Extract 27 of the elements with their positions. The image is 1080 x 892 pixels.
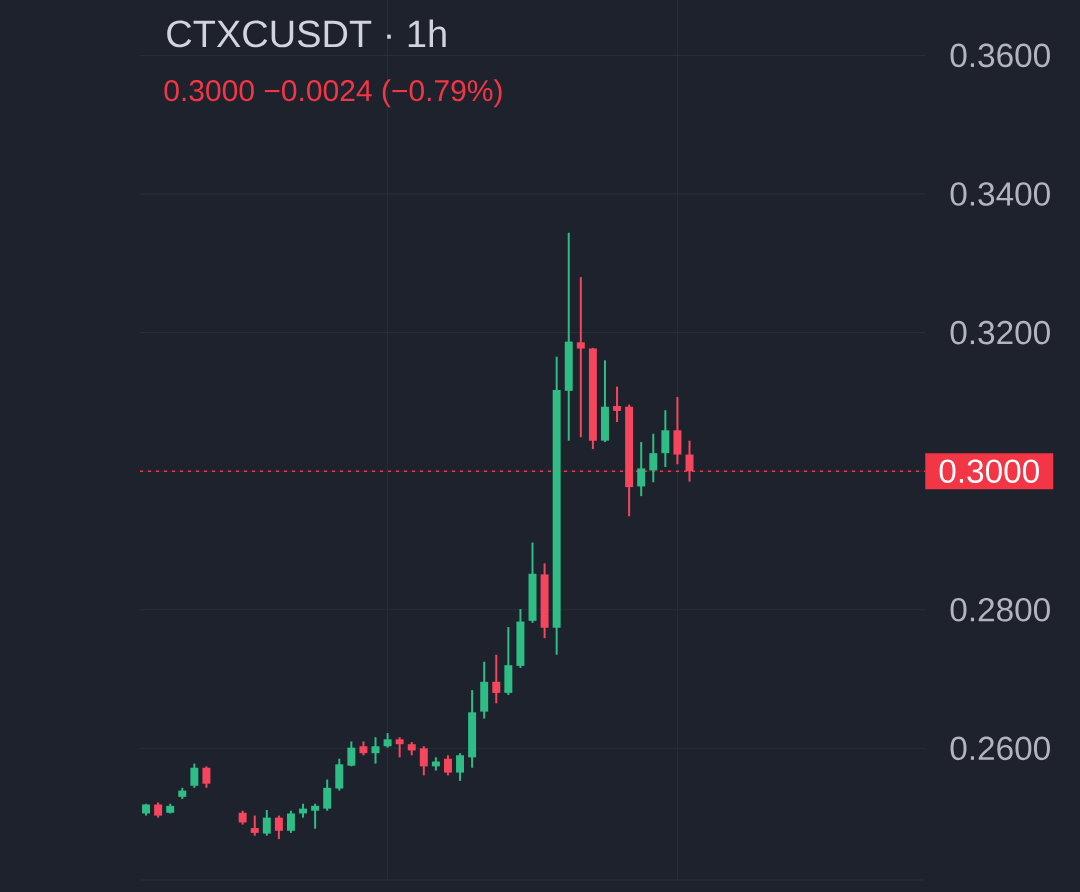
y-tick-label: 0.2600 [950, 736, 1050, 761]
candlestick [456, 752, 465, 782]
candlestick [613, 385, 622, 423]
candlestick [190, 762, 199, 789]
candlestick [576, 276, 585, 439]
y-tick-label: 0.3400 [950, 182, 1050, 206]
candlestick [311, 802, 320, 830]
text: 0.3000 −0.0024 (−0.79%) [164, 79, 502, 108]
candlestick [395, 736, 404, 759]
candlestick [347, 740, 356, 768]
candlestick [419, 745, 428, 777]
candlestick [286, 809, 295, 834]
candlestick [649, 432, 658, 484]
ref-line-label: 0.3000 [939, 459, 1039, 483]
candlestick [661, 409, 670, 469]
candlestick [250, 814, 259, 837]
chart-title: CTXCUSDT · 1h [167, 19, 446, 48]
candlestick [637, 441, 646, 498]
y-tick-label: 0.3200 [950, 320, 1050, 345]
y-tick-label: 0.2800 [950, 597, 1050, 622]
y-tick-label: 0.3600 [950, 43, 1050, 68]
candlestick [274, 814, 283, 841]
candlestick [323, 778, 332, 812]
candlestick [443, 754, 452, 777]
candlestick [262, 809, 271, 837]
candlestick [492, 653, 501, 705]
candlestick [202, 765, 211, 789]
